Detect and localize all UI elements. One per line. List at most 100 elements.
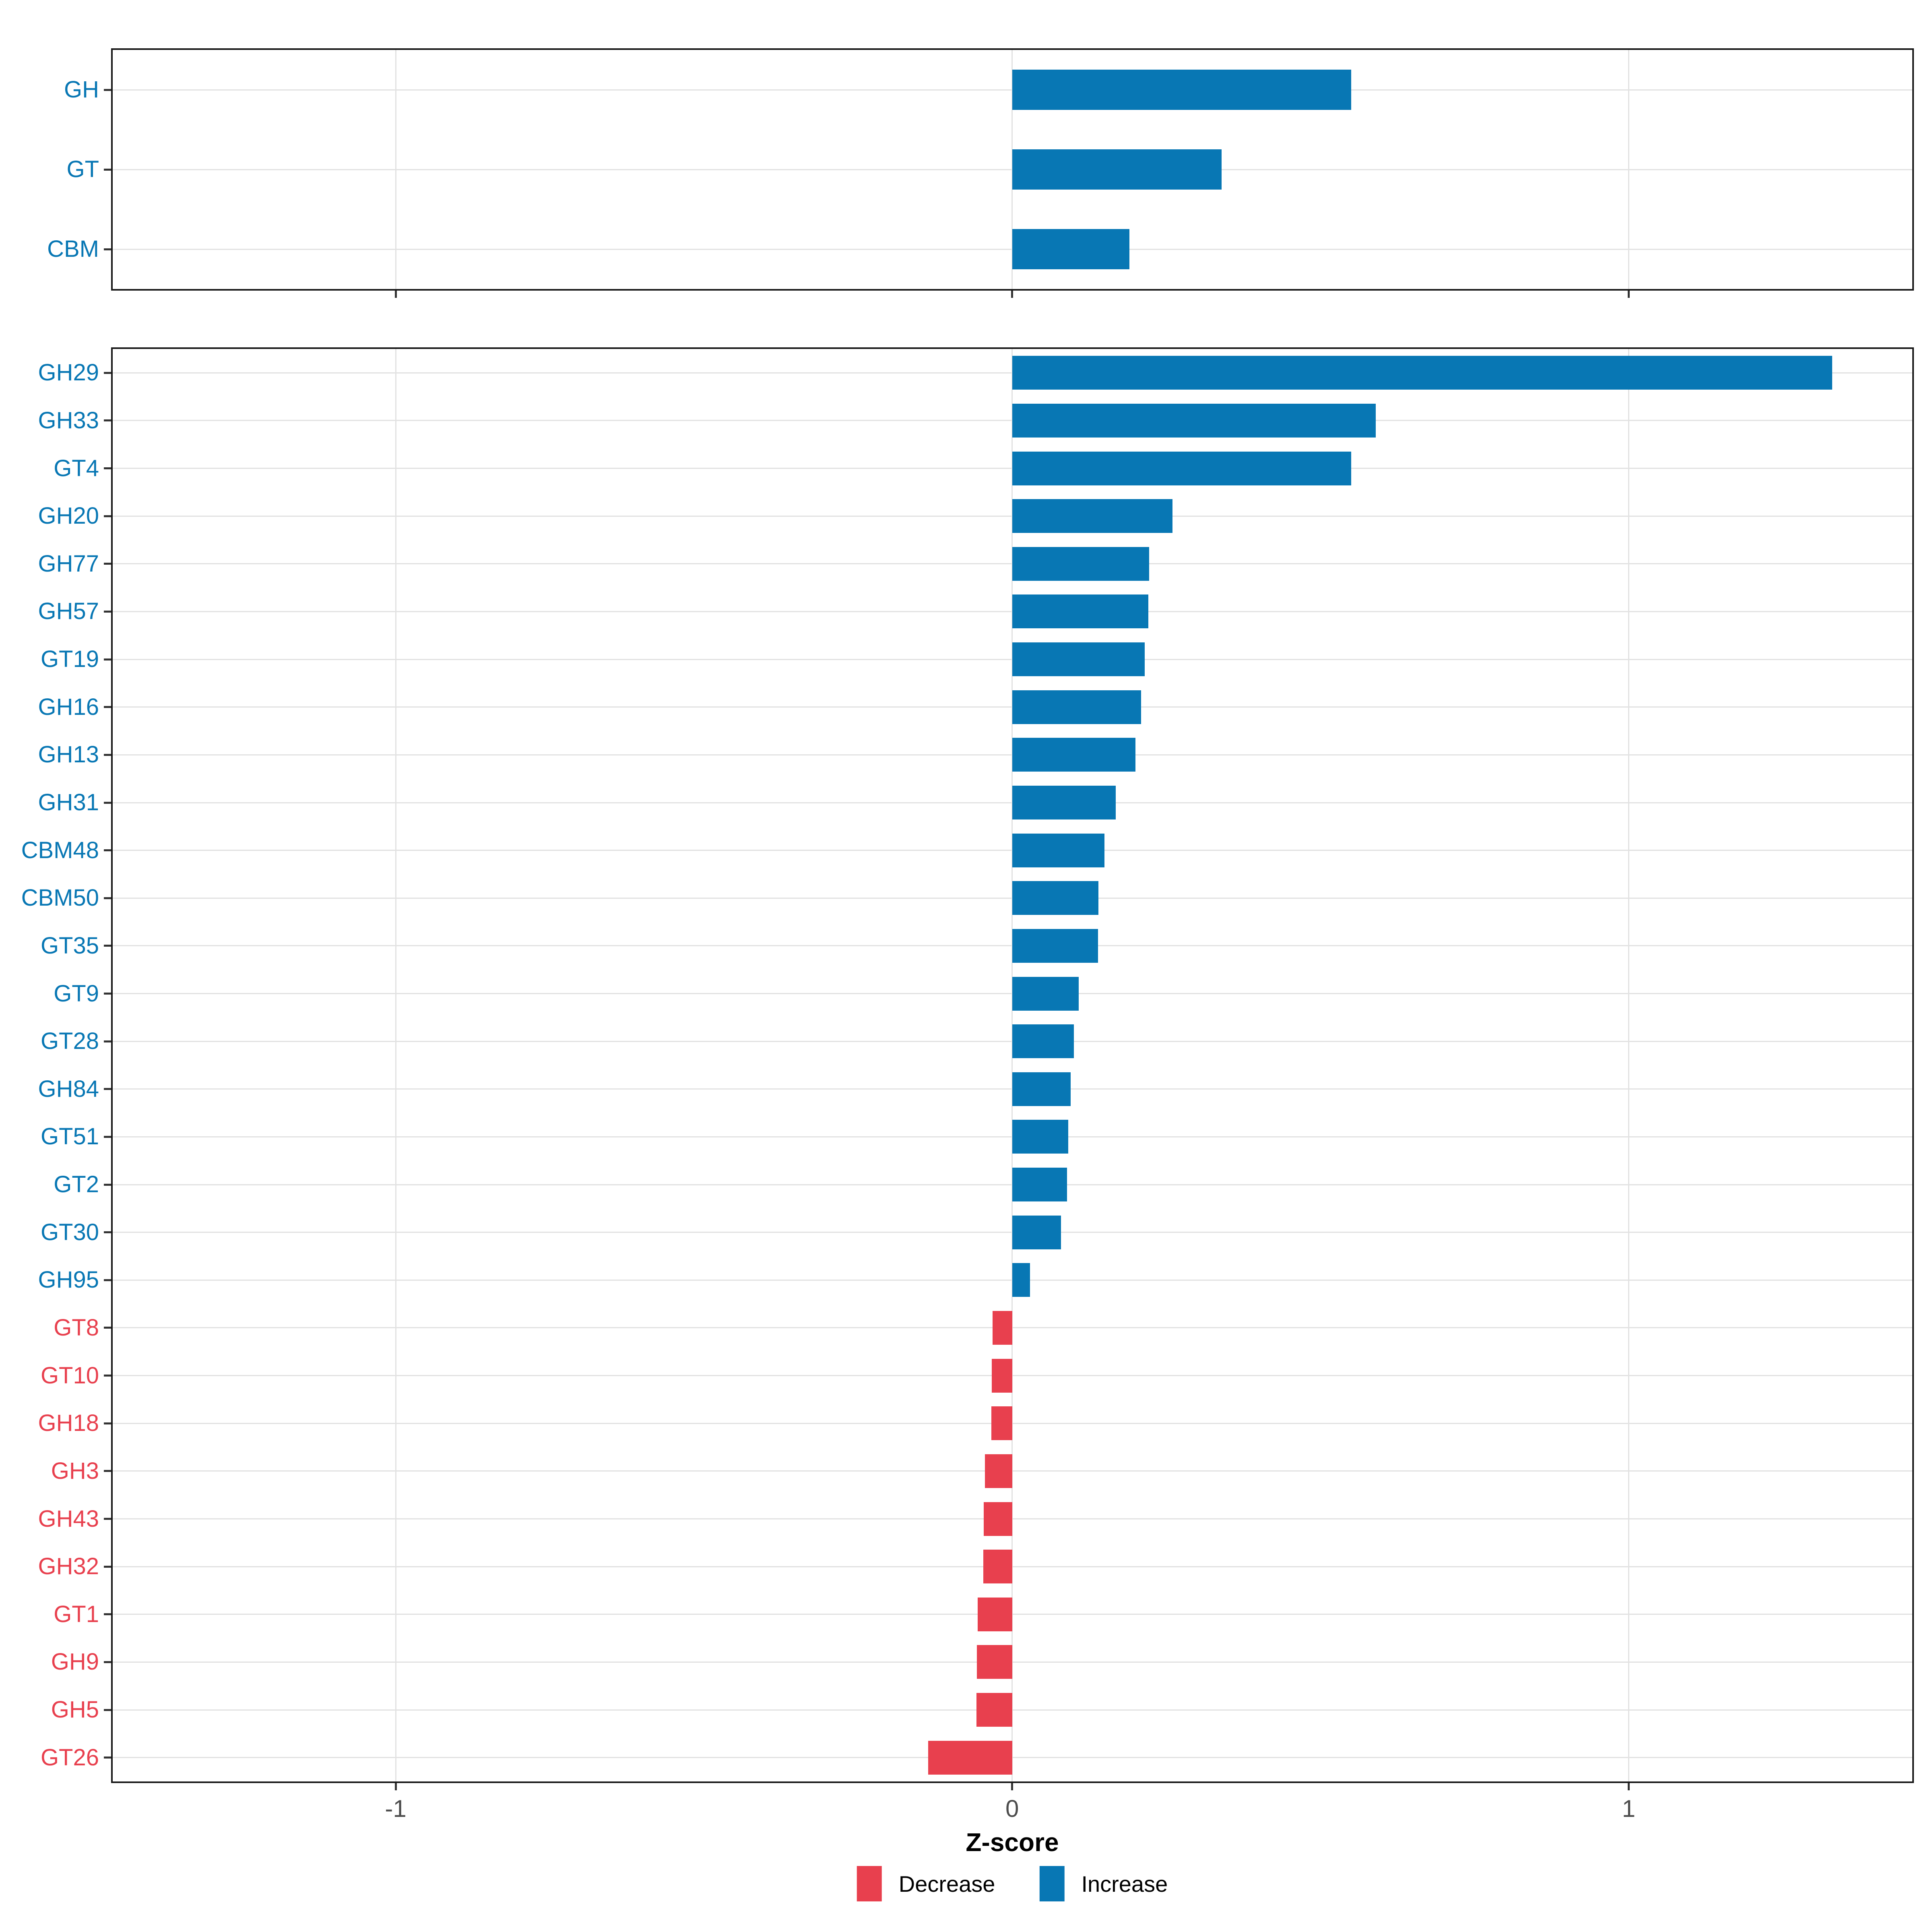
y-tick-GH9 (104, 1661, 111, 1663)
y-tick-GH43 (104, 1518, 111, 1520)
bar-GT28 (1012, 1024, 1074, 1059)
y-axis-label-GH32: GH32 (38, 1553, 99, 1580)
y-tick-GH (104, 89, 111, 91)
y-axis-label-GH3: GH3 (51, 1457, 99, 1484)
bar-GH3 (985, 1454, 1012, 1488)
x-tick-label-0: 0 (1005, 1795, 1019, 1822)
bar-GH57 (1012, 594, 1149, 629)
y-axis-label-CBM: CBM (47, 236, 99, 262)
y-axis-label-GT51: GT51 (40, 1123, 99, 1150)
bar-GH32 (983, 1550, 1012, 1584)
bar-GH77 (1012, 547, 1149, 581)
x-axis-title: Z-score (966, 1828, 1059, 1857)
bar-GT19 (1012, 642, 1145, 677)
y-axis-label-GH5: GH5 (51, 1697, 99, 1723)
bar-GH20 (1012, 499, 1172, 533)
y-axis-label-GH18: GH18 (38, 1410, 99, 1437)
y-tick-GH32 (104, 1565, 111, 1568)
gridline-x--1 (395, 349, 396, 1781)
bar-GT30 (1012, 1215, 1061, 1249)
y-tick-GT35 (104, 945, 111, 947)
bar-GH (1012, 70, 1352, 110)
gridline-x-1 (1628, 349, 1629, 1781)
x-tick-1 (1627, 291, 1630, 298)
bar-GT10 (992, 1358, 1012, 1393)
gridline-y-GH9 (113, 1661, 1912, 1663)
y-tick-GT51 (104, 1135, 111, 1138)
bar-CBM48 (1012, 833, 1105, 867)
y-axis-label-GT4: GT4 (54, 455, 99, 481)
y-tick-GT9 (104, 993, 111, 995)
y-tick-GT (104, 168, 111, 171)
y-tick-GH13 (104, 753, 111, 756)
bar-CBM50 (1012, 881, 1099, 915)
gridline-y-GT8 (113, 1327, 1912, 1329)
bar-GT1 (977, 1597, 1012, 1631)
y-tick-GH84 (104, 1088, 111, 1090)
legend-item-decrease: Decrease (857, 1866, 995, 1901)
y-tick-GH3 (104, 1470, 111, 1472)
y-tick-GT1 (104, 1613, 111, 1616)
bar-GH5 (976, 1693, 1012, 1727)
x-tick--1 (394, 1783, 397, 1790)
bar-GH13 (1012, 738, 1136, 772)
legend-label-increase: Increase (1081, 1871, 1168, 1897)
y-tick-CBM50 (104, 897, 111, 899)
y-axis-label-GH57: GH57 (38, 598, 99, 625)
bar-GT51 (1012, 1120, 1069, 1154)
y-tick-GT8 (104, 1327, 111, 1329)
y-tick-CBM48 (104, 849, 111, 852)
y-axis-label-GT30: GT30 (40, 1219, 99, 1245)
gridline-y-GH3 (113, 1470, 1912, 1472)
decrease-swatch-icon (857, 1866, 882, 1901)
gridline-y-GH32 (113, 1566, 1912, 1567)
bar-GT2 (1012, 1168, 1067, 1202)
y-axis-label-GH77: GH77 (38, 550, 99, 577)
x-tick-0 (1011, 291, 1013, 298)
bar-GH29 (1012, 356, 1832, 390)
x-tick-label-1: 1 (1622, 1795, 1636, 1822)
y-tick-GH57 (104, 610, 111, 613)
bar-GH31 (1012, 786, 1116, 820)
y-axis-label-GT1: GT1 (54, 1601, 99, 1627)
gridline-y-GH43 (113, 1518, 1912, 1520)
y-axis-label-GH31: GH31 (38, 789, 99, 816)
y-tick-GH33 (104, 419, 111, 422)
y-axis-label-CBM50: CBM50 (21, 885, 99, 911)
x-tick-label--1: -1 (385, 1795, 407, 1822)
gridline-x-0 (1011, 349, 1013, 1781)
bar-GT9 (1012, 976, 1079, 1011)
y-axis-label-GT: GT (66, 156, 99, 182)
y-axis-label-GH16: GH16 (38, 694, 99, 720)
y-tick-GT28 (104, 1040, 111, 1042)
y-axis-label-GT19: GT19 (40, 646, 99, 673)
gridline-y-GH5 (113, 1709, 1912, 1711)
y-tick-GH20 (104, 515, 111, 517)
y-axis-label-GH33: GH33 (38, 407, 99, 433)
panel-cazyme-families (111, 347, 1914, 1783)
y-axis-label-GT10: GT10 (40, 1362, 99, 1389)
y-tick-GH95 (104, 1279, 111, 1281)
y-tick-GT30 (104, 1231, 111, 1234)
y-tick-GH5 (104, 1709, 111, 1711)
bar-GH84 (1012, 1072, 1071, 1106)
legend: Decrease Increase (857, 1866, 1168, 1901)
legend-item-increase: Increase (1039, 1866, 1168, 1901)
y-axis-label-GH29: GH29 (38, 359, 99, 386)
y-axis-label-GT9: GT9 (54, 980, 99, 1007)
gridline-y-GT10 (113, 1375, 1912, 1377)
bar-GT35 (1012, 929, 1098, 963)
bar-GH16 (1012, 690, 1141, 724)
y-tick-GT19 (104, 658, 111, 661)
gridline-y-GT1 (113, 1614, 1912, 1615)
x-tick--1 (394, 291, 397, 298)
bar-CBM (1012, 229, 1129, 269)
y-axis-label-GH20: GH20 (38, 503, 99, 529)
panel-categories-summary (111, 48, 1914, 291)
legend-label-decrease: Decrease (898, 1871, 995, 1897)
y-axis-label-GT2: GT2 (54, 1171, 99, 1198)
y-axis-label-GT26: GT26 (40, 1744, 99, 1771)
y-axis-label-GH13: GH13 (38, 741, 99, 768)
y-tick-GT26 (104, 1757, 111, 1759)
